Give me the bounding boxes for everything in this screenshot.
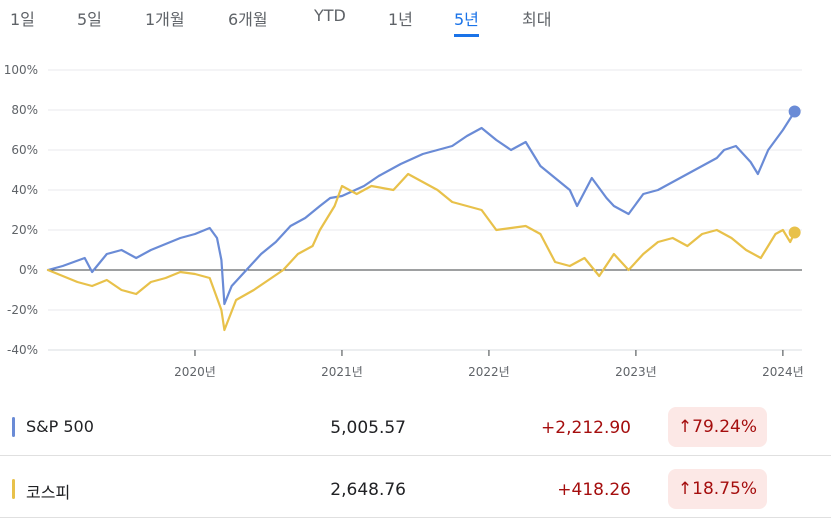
percent-badge: ↑79.24% [667,407,767,447]
price-value: 5,005.57 [330,418,406,438]
y-tick-label: 40% [11,183,38,197]
series-line-sp500 [46,110,796,306]
tab-5d[interactable]: 5일 [77,10,102,29]
tab-1y[interactable]: 1년 [388,10,413,29]
series-color-swatch [12,479,15,499]
y-axis: 100% 80% 60% 40% 20% 0% -20% -40% [4,63,38,357]
y-tick-label: -20% [7,303,38,317]
series-color-swatch [12,417,15,437]
legend-row-sp500[interactable]: S&P 500 5,005.57 +2,212.90 ↑79.24% [0,399,831,456]
y-tick-label: 80% [11,103,38,117]
tab-ytd[interactable]: YTD [314,6,346,25]
line-chart[interactable]: 100%80%60%40%20%0%-20%-40% 2020년 2021년 202… [0,52,831,387]
series-name: 코스피 [26,483,71,502]
y-tick-label: 0% [19,263,38,277]
change-value: +418.26 [557,480,631,500]
percent-badge: ↑18.75% [667,469,767,509]
y-tick-label: 20% [11,223,38,237]
tab-1m[interactable]: 1개월 [145,10,185,29]
series-end-marker [788,105,801,118]
range-tabs: 1일 5일 1개월 6개월 YTD 1년 5년 최대 [0,0,831,40]
grid [48,69,802,351]
x-tick-label: 2021년 [321,365,363,379]
series-line-kospi [46,172,796,332]
series-end-marker [788,226,801,239]
tab-max[interactable]: 최대 [522,10,552,29]
y-tick-label: 100% [4,63,38,77]
tab-1d[interactable]: 1일 [10,10,35,29]
x-tick-label: 2022년 [468,365,510,379]
series-group [46,105,801,332]
legend-row-kospi[interactable]: 코스피 2,648.76 +418.26 ↑18.75% [0,461,831,518]
series-name: S&P 500 [26,417,94,436]
x-axis: 2020년 2021년 2022년 2023년 2024년 [48,349,804,379]
y-tick-label: -40% [7,343,38,357]
tab-6m[interactable]: 6개월 [228,10,268,29]
y-tick-label: 60% [11,143,38,157]
x-tick-label: 2024년 [762,365,804,379]
x-tick-label: 2023년 [615,365,657,379]
x-tick-label: 2020년 [174,365,216,379]
change-value: +2,212.90 [541,418,631,438]
tab-5y[interactable]: 5년 [454,6,479,37]
price-value: 2,648.76 [330,480,406,500]
